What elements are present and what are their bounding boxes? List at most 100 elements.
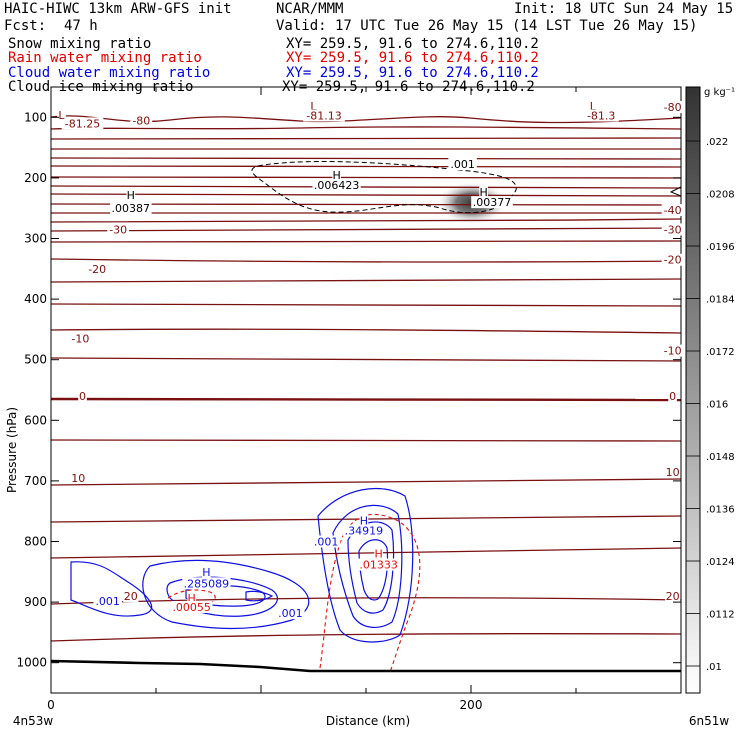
snow-label: H [332,169,340,182]
y-tick-label: 900 [24,595,47,609]
temperature-label: 10 [71,472,85,485]
isotherm-line [51,633,681,642]
cloud-ice-label: .00377 [473,196,512,209]
temperature-label: 20 [666,590,680,603]
temperature-label: -30 [664,223,682,236]
temperature-label: 20 [124,590,138,603]
x-endpoint-right: 6n51w [689,714,730,728]
field-rain-xy: XY= 259.5, 91.6 to 274.6,110.2 [286,50,539,66]
title-center: NCAR/MMM [276,1,344,17]
terrain-line [51,659,681,673]
snow-label: .001 [450,158,475,171]
valid-time: Valid: 17 UTC Tue 26 May 15 (14 LST Tue … [276,18,698,34]
temperature-label-backing [661,253,684,266]
y-tick-label: 500 [24,353,47,367]
isotherm-line [51,165,681,168]
y-tick-label: 200 [24,171,47,185]
rain-water-label: .01333 [359,559,398,572]
temperature-label: -20 [664,254,682,267]
y-tick-label: 100 [24,110,47,124]
cloud-water-contour [358,539,389,601]
temperature-label-backing [661,344,684,357]
cloud-water-contour [317,487,414,643]
temperature-label: -10 [71,333,89,346]
cloud-water-contour [245,590,274,602]
cloud-water-label-backing [359,514,369,527]
isotherm-line [51,227,681,232]
temperature-label: L [310,100,317,113]
temperature-label-backing [309,99,318,112]
colorbar-tick-label: .0196 [706,242,735,253]
snow-label-backing [448,157,477,170]
snow-label: .006423 [314,179,360,192]
cloud-water-label-backing [202,565,211,578]
colorbar-tick-label: .0136 [706,505,735,516]
rain-water-label: H [374,548,382,561]
temperature-label: -20 [88,263,106,276]
cloud-water-label: .001 [95,595,120,608]
colorbar-tick-label: .0184 [706,295,735,306]
fcst-label: Fcst: [4,18,47,34]
temperature-label: -80 [132,114,150,127]
cloud-water-label: .285089 [184,577,230,590]
rain-water-label-backing [170,600,213,613]
colorbar-tick-label: .0112 [706,610,735,621]
isotherm-line [51,203,681,206]
isotherm-line [51,547,681,559]
temperature-label: -81.3 [587,110,615,123]
title-left: HAIC-HIWC 13km ARW-GFS init [4,1,232,17]
rain-water-contour [167,589,216,607]
temperature-label-backing [61,117,104,130]
x-tick-label: 200 [460,698,483,712]
field-snow-xy: XY= 259.5, 91.6 to 274.6,110.2 [286,36,539,52]
colorbar-tick-label: .0208 [706,190,735,201]
y-axis-label: Pressure (hPa) [5,407,19,493]
temperature-label-backing [130,114,153,127]
temperature-label: -30 [109,223,127,236]
rain-water-contour [319,513,421,673]
cloud-water-contour [70,561,153,617]
isotherm-line [51,302,681,307]
snow-contour [251,161,517,214]
cloud-ice-label-backing [479,185,488,198]
colorbar [685,86,701,694]
rain-water-label: .00055 [172,601,211,614]
temperature-label-backing [86,262,109,275]
temperature-label: -81.25 [65,117,100,130]
cloud-water-contour [166,576,278,617]
cloud-ice-label: .00387 [112,202,151,215]
isotherm-line [51,258,681,263]
temperature-label-backing [123,590,139,603]
colorbar-unit: g kg⁻¹ [704,87,735,98]
colorbar-tick-label: .022 [706,137,728,148]
field-cloudwater-xy: XY= 259.5, 91.6 to 274.6,110.2 [286,65,539,81]
snow-label-backing [312,179,361,192]
x-tick-label: 0 [47,698,55,712]
temperature-label-backing [303,109,345,122]
y-tick-label: 1000 [16,656,47,670]
cloud-water-label: .001 [278,607,303,620]
colorbar-tick-label: .0124 [706,557,735,568]
temperature-label-backing [69,332,92,345]
temperature-label: -10 [664,345,682,358]
temperature-label-backing [107,223,130,236]
temperature-label-backing [78,390,87,403]
field-snow-name: Snow mixing ratio [8,36,152,52]
isotherm-line [51,176,681,179]
colorbar-tick-label: .0148 [706,452,735,463]
temperature-label-backing [661,223,684,236]
y-tick-label: 400 [24,292,47,306]
cloud-ice-label-backing [110,202,152,215]
temperature-label-backing [583,109,619,122]
cloud-water-label-backing [276,607,305,620]
temperature-label: -81.13 [306,110,341,123]
cloud-ice-label: H [479,186,487,199]
rain-water-label-backing [187,591,196,604]
isotherm-line [51,126,681,130]
cloud-water-label-backing [182,577,231,590]
isotherm-line [51,185,681,189]
field-cloudwater-name: Cloud water mixing ratio [8,65,211,81]
colorbar-tick-label: .0172 [706,347,735,358]
cloud-ice-label: H [127,189,135,202]
